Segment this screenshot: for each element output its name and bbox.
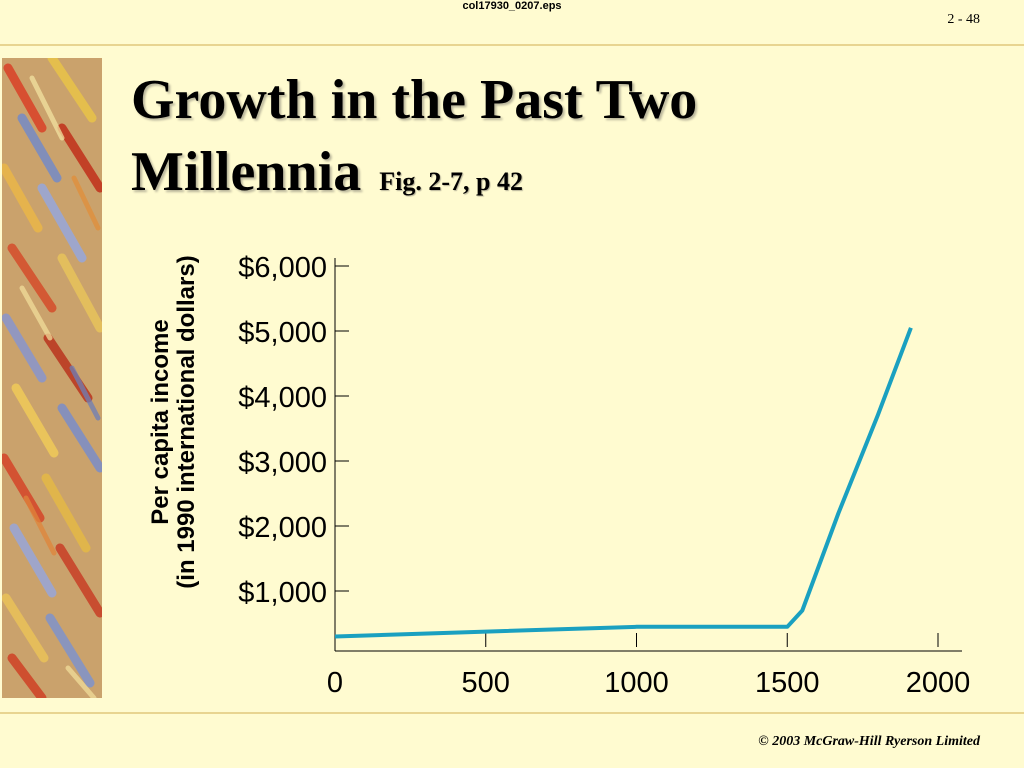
y-tick-label: $1,000 (238, 577, 327, 609)
y-tick-label: $4,000 (238, 382, 327, 414)
file-label: col17930_0207.eps (462, 0, 562, 12)
x-tick-label: 1500 (755, 667, 820, 699)
x-tick-label: 1000 (604, 667, 669, 699)
chart-ticks: $1,000 $2,000 $3,000 $4,000 $5,000 $6,000 0 500… (238, 252, 970, 699)
y-tick-label: $6,000 (238, 252, 327, 284)
x-tick-label: 0 (327, 667, 343, 699)
title-line-2: Millennia Fig. 2-7, p 42 (131, 136, 1011, 218)
y-tick-label: $5,000 (238, 317, 327, 349)
x-tick-label: 2000 (906, 667, 971, 699)
chart-series (334, 327, 913, 639)
decorative-brushstroke-panel (2, 58, 102, 698)
copyright-footer: © 2003 McGraw-Hill Ryerson Limited (758, 734, 980, 749)
income-series-line (334, 327, 913, 639)
title-line-2-text: Millennia (131, 141, 362, 203)
x-tick-label: 500 (462, 667, 510, 699)
top-divider (0, 44, 1024, 46)
slide-number: 2 - 48 (947, 12, 980, 27)
bottom-divider (0, 712, 1024, 714)
title-line-1: Growth in the Past Two (131, 69, 698, 131)
y-tick-label: $3,000 (238, 447, 327, 479)
y-tick-label: $2,000 (238, 512, 327, 544)
figure-reference: Fig. 2-7, p 42 (379, 167, 523, 196)
slide-title: Growth in the Past Two Millennia Fig. 2-… (131, 64, 1011, 218)
per-capita-income-chart: $1,000 $2,000 $3,000 $4,000 $5,000 $6,000 0 500… (238, 252, 970, 699)
